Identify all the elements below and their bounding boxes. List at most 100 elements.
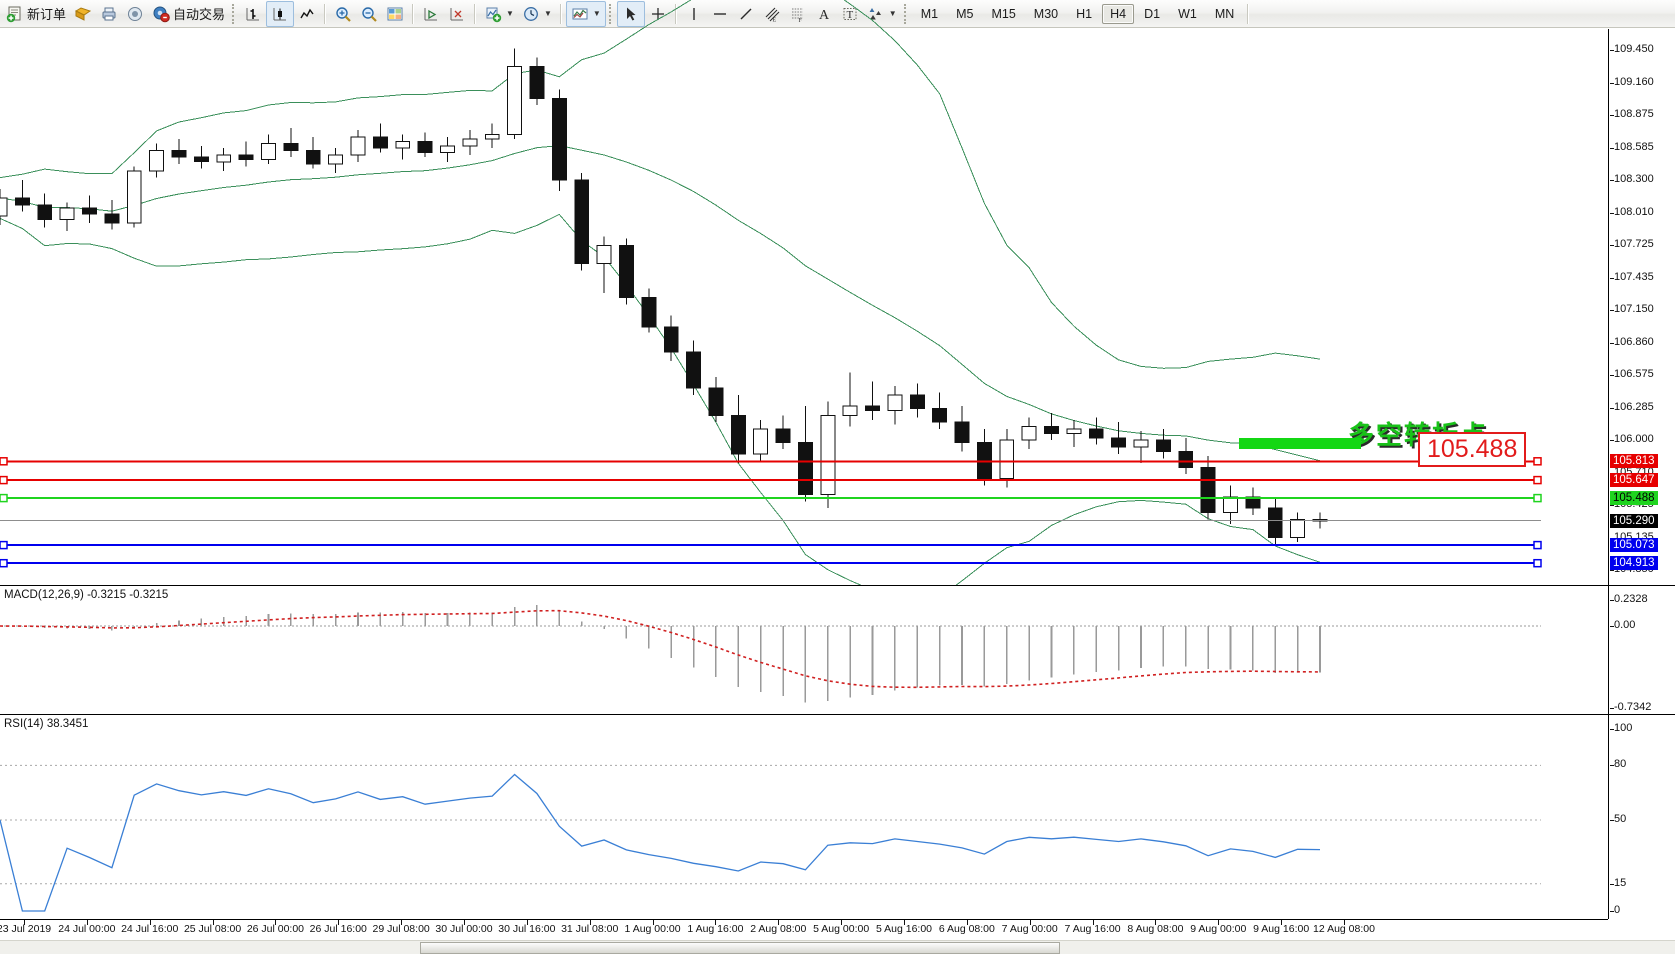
- rsi-tick: 50: [1610, 813, 1626, 825]
- price-tick: 109.160: [1610, 76, 1654, 88]
- horizontal-scrollbar[interactable]: [0, 940, 1675, 954]
- price-level-label-resistance-upper[interactable]: 105.813: [1610, 454, 1658, 469]
- time-tick: [589, 920, 591, 925]
- timeframe-m30[interactable]: M30: [1033, 6, 1059, 21]
- add-indicator-button[interactable]: ▼: [480, 1, 518, 27]
- price-tick: 106.575: [1610, 368, 1654, 380]
- line-chart-button[interactable]: [294, 1, 320, 27]
- timeframe-h1[interactable]: H1: [1076, 6, 1093, 21]
- period-button[interactable]: ▼: [518, 1, 556, 27]
- trendline-button[interactable]: [733, 1, 759, 27]
- rsi-pane[interactable]: RSI(14) 38.3451 100 80 50 15 0: [0, 714, 1675, 919]
- candlestick-chart-button[interactable]: [266, 0, 295, 27]
- bar-chart-button[interactable]: [240, 1, 266, 27]
- price-tick: 109.450: [1610, 43, 1654, 55]
- timeframe-m1[interactable]: M1: [920, 6, 939, 21]
- bar-chart-icon: [244, 5, 262, 23]
- metaeditor-icon: [126, 5, 144, 23]
- text-box-button[interactable]: T: [837, 1, 863, 27]
- rsi-tick: 0: [1610, 904, 1620, 916]
- price-level-label-resistance-lower[interactable]: 105.647: [1610, 473, 1658, 488]
- market-watch-button[interactable]: [70, 1, 96, 27]
- new-order-label: 新订单: [27, 7, 67, 22]
- print-icon: [100, 5, 118, 23]
- timeframe-w1[interactable]: W1: [1178, 6, 1197, 21]
- vertical-line-button[interactable]: [681, 1, 707, 27]
- time-label: 30 Jul 00:00: [435, 923, 493, 935]
- toolbar-separator-3: [474, 3, 477, 24]
- zoom-in-button[interactable]: [330, 1, 356, 27]
- tick-mark: [1610, 49, 1614, 51]
- timeframe-h4[interactable]: H4: [1102, 3, 1135, 24]
- templates-dropdown-arrow-icon[interactable]: ▼: [592, 9, 601, 18]
- toolbar-separator-2: [412, 3, 415, 24]
- rsi-axis[interactable]: 100 80 50 15 0: [1608, 715, 1675, 919]
- price-tick: 107.725: [1610, 238, 1654, 250]
- indicator-dropdown-arrow-icon[interactable]: ▼: [506, 9, 514, 18]
- price-level-label-pivot-level[interactable]: 105.488: [1610, 491, 1658, 506]
- tick-mark: [1610, 505, 1614, 507]
- tick-mark: [1610, 570, 1614, 572]
- tick-mark: [1610, 212, 1614, 214]
- time-tick: [1029, 920, 1031, 925]
- cursor-button[interactable]: [616, 0, 645, 27]
- auto-scroll-button[interactable]: [444, 1, 470, 27]
- tick-mark: [1610, 82, 1614, 84]
- chart-shift-button[interactable]: [418, 1, 444, 27]
- time-label: 1 Aug 00:00: [624, 923, 681, 935]
- shapes-dropdown-arrow-icon[interactable]: ▼: [888, 9, 897, 18]
- price-chart-pane[interactable]: 多空转折点 105.488 109.450109.160108.875108.5…: [0, 0, 1675, 598]
- cursor-arrow-icon: [622, 5, 640, 23]
- toolbar-grip-3[interactable]: [903, 3, 909, 24]
- tick-mark: [1610, 883, 1614, 885]
- price-callout-box: 105.488: [1418, 432, 1527, 467]
- equidistant-channel-button[interactable]: E: [759, 1, 785, 27]
- price-level-label-support-lower[interactable]: 104.913: [1610, 556, 1658, 571]
- rsi-axis-line: [1608, 715, 1609, 919]
- price-tick: 108.585: [1610, 141, 1654, 153]
- text-label-button[interactable]: A: [811, 1, 837, 27]
- new-order-icon: [6, 5, 24, 23]
- toolbar-grip-1[interactable]: [232, 3, 237, 24]
- tick-mark: [1610, 440, 1614, 442]
- time-tick: [24, 920, 25, 925]
- period-dropdown-arrow-icon[interactable]: ▼: [543, 9, 552, 18]
- timeframe-m5[interactable]: M5: [956, 6, 974, 21]
- period-clock-icon: [522, 5, 540, 23]
- chart-grid-button[interactable]: [382, 1, 408, 27]
- macd-axis[interactable]: 0.2328 0.00 -0.7342: [1608, 586, 1675, 714]
- crosshair-button[interactable]: [645, 1, 671, 27]
- navigator-button[interactable]: [122, 1, 148, 27]
- zoom-out-button[interactable]: [356, 1, 382, 27]
- zoom-out-icon: [360, 5, 378, 23]
- scrollbar-thumb[interactable]: [420, 942, 1060, 954]
- rsi-canvas: [0, 764, 1541, 912]
- horizontal-line-button[interactable]: [707, 1, 733, 27]
- autotrading-button[interactable]: 自动交易: [148, 1, 229, 27]
- price-level-label-current-price[interactable]: 105.290: [1610, 513, 1658, 528]
- tick-mark: [1610, 708, 1614, 709]
- timeframe-group: M1 M5 M15 M30 H1 H4 D1 W1 MN: [912, 3, 1244, 24]
- timeframe-d1[interactable]: D1: [1144, 6, 1161, 21]
- timeframe-m15[interactable]: M15: [991, 6, 1016, 21]
- timeframe-mn[interactable]: MN: [1214, 6, 1235, 21]
- tick-mark: [1610, 765, 1614, 767]
- macd-pane[interactable]: MACD(12,26,9) -0.3215 -0.3215 0.2328 0.00…: [0, 585, 1675, 714]
- shapes-button[interactable]: ▼: [863, 1, 901, 27]
- auto-scroll-icon: [448, 5, 466, 23]
- time-tick: [1218, 920, 1220, 925]
- tick-mark: [1610, 626, 1614, 627]
- add-indicator-icon: [484, 5, 502, 23]
- time-label: 5 Aug 00:00: [813, 923, 870, 935]
- templates-button[interactable]: ▼: [565, 0, 606, 27]
- time-axis[interactable]: 23 Jul 2019 24 Jul 00:00 24 Jul 16:00 25 Ju…: [0, 919, 1608, 941]
- rsi-title: RSI(14) 38.3451: [4, 718, 89, 730]
- data-window-button[interactable]: [96, 1, 122, 27]
- svg-text:F: F: [798, 18, 802, 23]
- tick-mark: [1610, 179, 1614, 181]
- price-level-label-support-upper[interactable]: 105.073: [1610, 538, 1658, 553]
- new-order-button[interactable]: 新订单: [2, 1, 70, 27]
- price-axis[interactable]: 109.450 109.160 108.875 108.585 108.300 108.0…: [1608, 29, 1675, 585]
- fibonacci-retracement-button[interactable]: F: [785, 1, 811, 27]
- toolbar-grip-2[interactable]: [608, 3, 614, 24]
